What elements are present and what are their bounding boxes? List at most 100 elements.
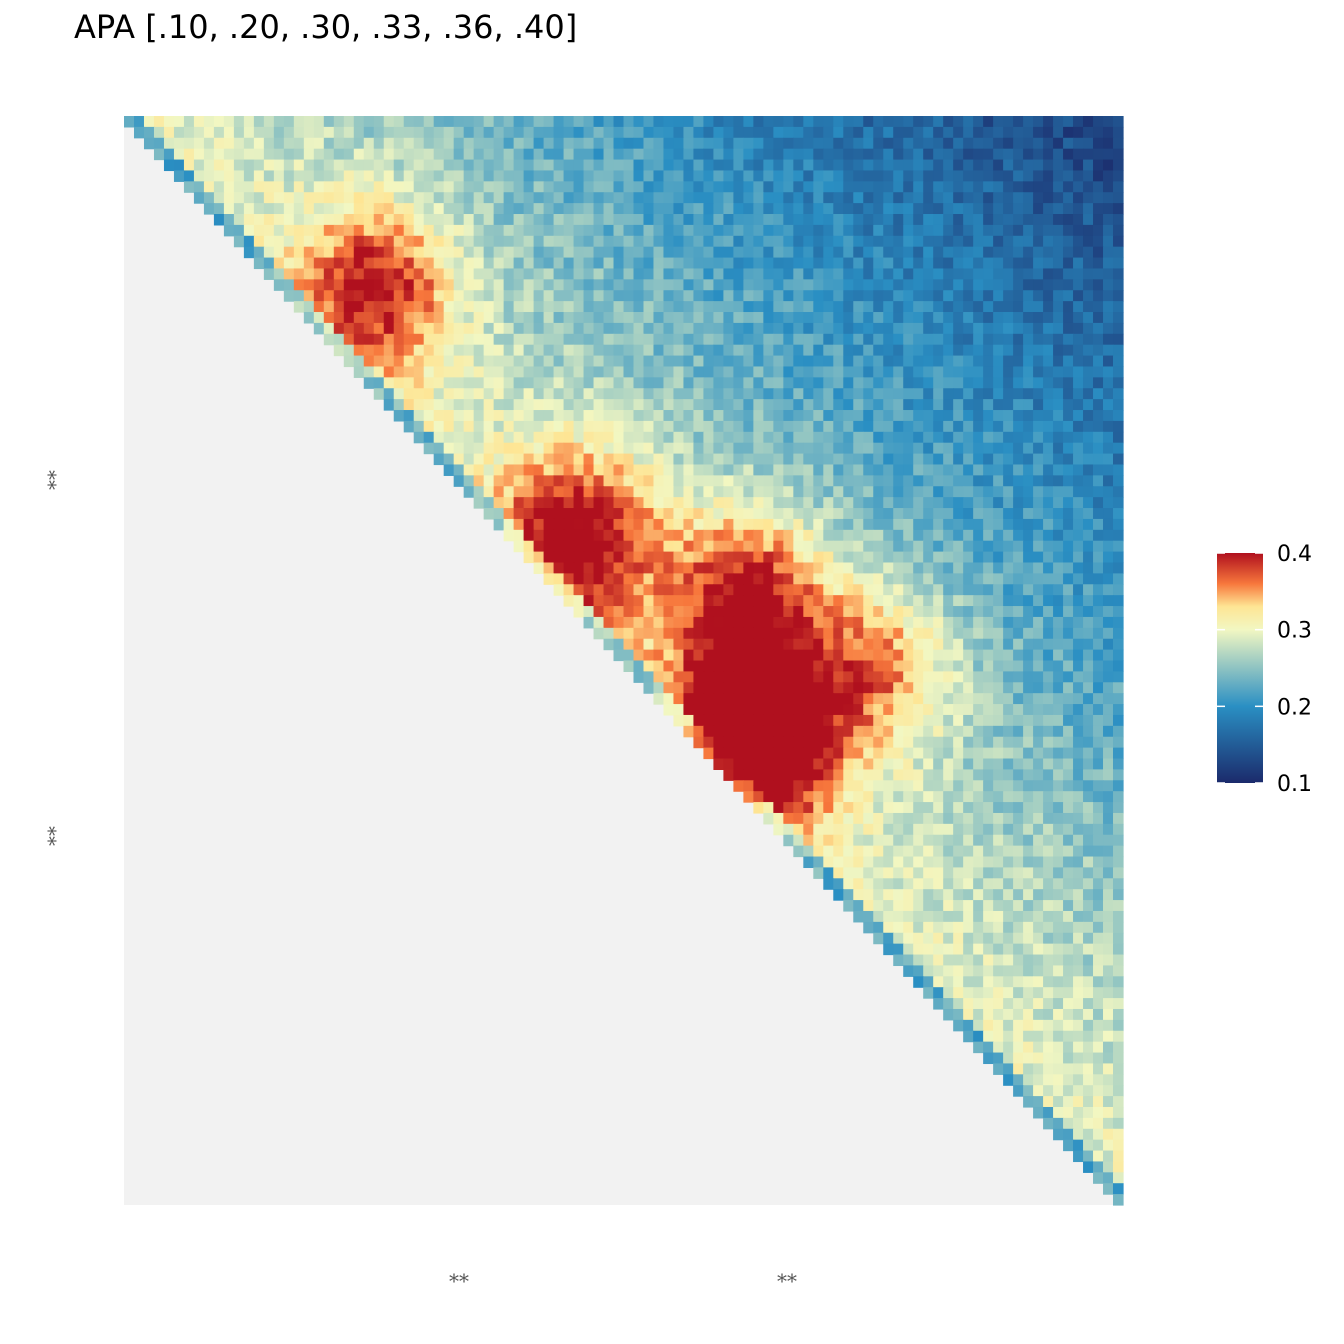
- heatmap-cell: [773, 823, 784, 836]
- heatmap-cell: [923, 344, 934, 357]
- heatmap-cell: [743, 442, 754, 455]
- heatmap-cell: [583, 508, 595, 520]
- heatmap-cell: [873, 192, 884, 204]
- heatmap-cell: [813, 366, 824, 378]
- heatmap-cell: [883, 181, 894, 193]
- heatmap-cell: [543, 290, 555, 302]
- heatmap-cell: [593, 148, 605, 161]
- heatmap-cell: [983, 1041, 994, 1054]
- heatmap-cell: [1063, 148, 1074, 161]
- heatmap-cell: [923, 116, 934, 128]
- heatmap-cell: [1033, 192, 1044, 204]
- heatmap-cell: [1113, 322, 1124, 335]
- heatmap-cell: [1013, 889, 1024, 901]
- heatmap-cell: [1033, 921, 1044, 934]
- heatmap-cell: [1033, 312, 1044, 324]
- heatmap-cell: [623, 573, 635, 585]
- heatmap-cell: [873, 551, 884, 564]
- heatmap-cell: [633, 660, 645, 672]
- heatmap-cell: [1083, 856, 1094, 869]
- heatmap-cell: [853, 333, 864, 346]
- heatmap-cell: [813, 682, 824, 694]
- heatmap-cell: [1053, 943, 1064, 956]
- heatmap-cell: [793, 627, 804, 640]
- heatmap-cell: [973, 116, 984, 128]
- heatmap-cell: [803, 606, 814, 618]
- heatmap-cell: [573, 312, 585, 324]
- heatmap-cell: [493, 322, 505, 335]
- heatmap-cell: [1113, 845, 1124, 858]
- heatmap-cell: [983, 910, 994, 923]
- heatmap-cell: [1053, 420, 1064, 433]
- heatmap-cell: [933, 366, 944, 378]
- heatmap-cell: [963, 562, 974, 574]
- heatmap-cell: [863, 508, 874, 520]
- heatmap-cell: [323, 170, 335, 182]
- heatmap-cell: [633, 224, 645, 237]
- heatmap-cell: [613, 192, 625, 204]
- heatmap-cell: [943, 224, 954, 237]
- heatmap-cell: [783, 224, 794, 237]
- heatmap-cell: [743, 551, 754, 564]
- heatmap-cell: [373, 344, 385, 357]
- heatmap-cell: [823, 453, 834, 466]
- heatmap-cell: [913, 606, 924, 618]
- heatmap-cell: [673, 235, 685, 248]
- heatmap-cell: [1103, 257, 1114, 270]
- heatmap-cell: [1083, 126, 1094, 139]
- heatmap-cell: [703, 203, 715, 215]
- heatmap-cell: [763, 638, 774, 651]
- heatmap-cell: [1013, 921, 1024, 934]
- heatmap-cell: [903, 203, 914, 215]
- heatmap-cell: [693, 540, 705, 553]
- heatmap-cell: [653, 301, 665, 313]
- heatmap-cell: [783, 431, 794, 444]
- heatmap-cell: [953, 976, 964, 988]
- heatmap-cell: [1103, 301, 1114, 313]
- heatmap-cell: [743, 780, 754, 792]
- heatmap-cell: [1043, 529, 1054, 542]
- heatmap-cell: [753, 627, 764, 640]
- heatmap-cell: [233, 148, 245, 161]
- heatmap-cell: [993, 932, 1004, 945]
- heatmap-cell: [1113, 965, 1124, 977]
- heatmap-cell: [1063, 203, 1074, 215]
- heatmap-cell: [543, 246, 555, 259]
- heatmap-cell: [1113, 1008, 1124, 1021]
- heatmap-cell: [313, 268, 325, 280]
- heatmap-cell: [343, 246, 355, 259]
- heatmap-cell: [783, 704, 794, 716]
- heatmap-cell: [613, 627, 625, 640]
- heatmap-cell: [1083, 420, 1094, 433]
- heatmap-cell: [423, 159, 435, 172]
- heatmap-cell: [503, 377, 515, 389]
- heatmap-cell: [833, 377, 844, 389]
- heatmap-cell: [933, 704, 944, 716]
- heatmap-cell: [293, 224, 305, 237]
- heatmap-cell: [783, 595, 794, 607]
- heatmap-cell: [183, 181, 195, 193]
- heatmap-cell: [693, 464, 705, 476]
- heatmap-cell: [883, 791, 894, 803]
- heatmap-cell: [373, 137, 385, 150]
- heatmap-cell: [1053, 823, 1064, 836]
- heatmap-cell: [1053, 889, 1064, 901]
- heatmap-cell: [743, 126, 754, 139]
- heatmap-cell: [633, 595, 645, 607]
- heatmap-cell: [963, 388, 974, 400]
- heatmap-cell: [843, 159, 854, 172]
- heatmap-cell: [1003, 257, 1014, 270]
- heatmap-cell: [753, 736, 764, 749]
- heatmap-cell: [883, 714, 894, 727]
- heatmap-cell: [593, 181, 605, 193]
- heatmap-cell: [663, 660, 675, 672]
- heatmap-cell: [973, 170, 984, 182]
- heatmap-cell: [983, 584, 994, 596]
- heatmap-cell: [803, 388, 814, 400]
- heatmap-cell: [1093, 769, 1104, 781]
- heatmap-cell: [503, 246, 515, 259]
- heatmap-cell: [673, 377, 685, 389]
- heatmap-cell: [803, 508, 814, 520]
- heatmap-cell: [1093, 431, 1104, 444]
- heatmap-cell: [373, 312, 385, 324]
